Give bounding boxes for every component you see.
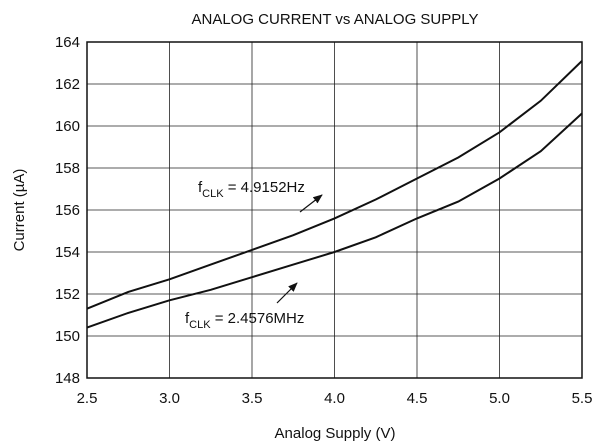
annotation: fCLK = 4.9152Hz — [198, 179, 305, 200]
y-axis-label: Current (µA) — [11, 169, 28, 252]
x-tick-label: 5.5 — [572, 390, 593, 407]
y-tick-label: 164 — [55, 34, 80, 51]
chart-title: ANALOG CURRENT vs ANALOG SUPPLY — [191, 11, 478, 28]
line-series — [86, 112, 583, 329]
x-axis-label: Analog Supply (V) — [275, 425, 396, 442]
y-tick-label: 154 — [55, 244, 80, 261]
line-series — [86, 60, 583, 310]
annotation-arrow — [276, 282, 298, 304]
x-tick-label: 4.5 — [407, 390, 428, 407]
y-tick-label: 152 — [55, 286, 80, 303]
y-tick-label: 158 — [55, 160, 80, 177]
y-tick-label: 150 — [55, 328, 80, 345]
y-tick-label: 148 — [55, 370, 80, 387]
annotation-sub: CLK — [202, 188, 224, 200]
x-tick-label: 5.0 — [489, 390, 510, 407]
annotation-base: f — [198, 179, 203, 196]
annotation-sub: CLK — [189, 319, 211, 331]
y-tick-label: 156 — [55, 202, 80, 219]
annotation-arrow — [299, 194, 323, 213]
y-tick-label: 160 — [55, 118, 80, 135]
x-tick-label: 3.5 — [242, 390, 263, 407]
y-tick-label: 162 — [55, 76, 80, 93]
x-tick-label: 2.5 — [77, 390, 98, 407]
annotation-base: f — [185, 310, 190, 327]
annotation: fCLK = 2.4576MHz — [185, 310, 304, 331]
plot-frame — [86, 41, 583, 379]
annotation-text: = 2.4576MHz — [211, 310, 305, 327]
x-tick-label: 3.0 — [159, 390, 180, 407]
annotation-text: = 4.9152Hz — [224, 179, 305, 196]
x-tick-label: 4.0 — [324, 390, 345, 407]
